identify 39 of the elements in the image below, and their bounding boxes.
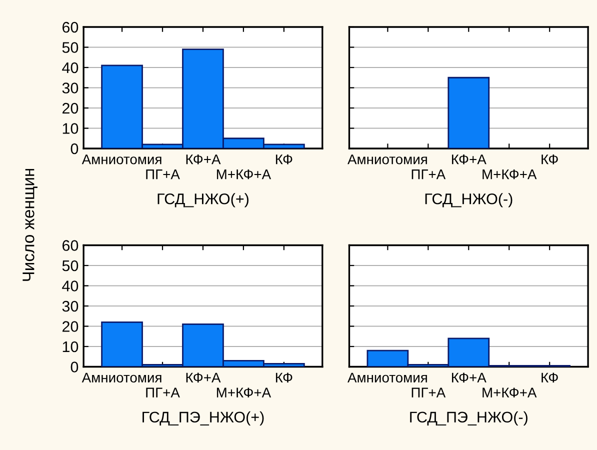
y-tick-label: 50 <box>62 260 78 272</box>
x-tick-label: ПГ+А <box>146 170 180 180</box>
y-tick-label: 40 <box>62 62 78 74</box>
y-tick-label: 30 <box>62 82 78 94</box>
x-axis-title: ГСД_НЖО(-) <box>425 193 512 208</box>
x-axis-title: ГСД_НЖО(+) <box>158 193 248 208</box>
x-tick-label: М+КФ+А <box>216 388 272 398</box>
x-tick-label: Амниотомия <box>82 154 162 164</box>
x-tick-label: КФ <box>276 154 292 164</box>
x-tick-label: ПГ+А <box>146 388 180 398</box>
y-tick-label: 0 <box>70 362 78 372</box>
x-tick-label: ПГ+А <box>412 170 446 180</box>
x-axis-title: ГСД_ПЭ_НЖО(-) <box>410 411 528 426</box>
y-tick-label: 40 <box>62 280 78 292</box>
y-tick-label: 0 <box>70 143 78 154</box>
x-tick-label: Амниотомия <box>348 154 427 164</box>
y-tick-label: 50 <box>62 42 78 53</box>
x-tick-label: КФ+А <box>186 154 221 164</box>
y-tick-label: 60 <box>62 240 78 251</box>
y-tick-label: 20 <box>62 102 78 114</box>
y-axis-title: Число женщин <box>22 168 38 281</box>
x-tick-label: КФ <box>542 372 558 382</box>
x-tick-label: Амниотомия <box>82 372 162 383</box>
x-axis-title: ГСД_ПЭ_НЖО(+) <box>142 411 264 426</box>
y-tick-label: 30 <box>62 300 78 312</box>
x-tick-label: КФ+А <box>186 372 221 382</box>
y-tick-label: 10 <box>62 341 78 352</box>
x-tick-label: М+КФ+А <box>482 169 537 180</box>
x-tick-label: КФ+А <box>452 154 486 164</box>
y-tick-label: 20 <box>62 321 78 332</box>
x-tick-label: Амниотомия <box>348 372 427 383</box>
x-tick-label: КФ <box>542 154 558 164</box>
x-tick-label: КФ+А <box>452 372 486 382</box>
y-tick-label: 60 <box>62 22 78 33</box>
y-tick-label: 10 <box>62 123 78 134</box>
x-tick-label: М+КФ+А <box>482 388 537 398</box>
x-tick-label: ПГ+А <box>412 388 446 398</box>
x-tick-label: КФ <box>276 372 292 382</box>
x-tick-label: М+КФ+А <box>216 169 272 180</box>
